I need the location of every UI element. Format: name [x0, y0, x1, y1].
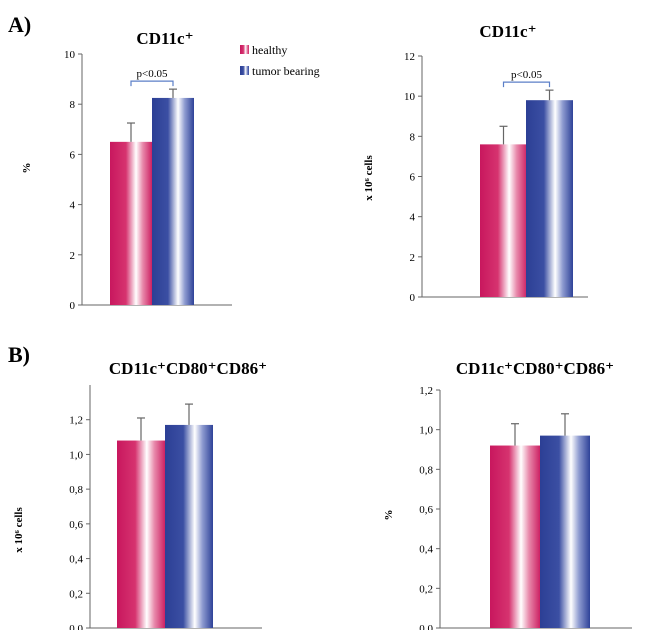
chart-4-ytick-label-6: 1,2	[419, 385, 433, 397]
chart-4-bar-tumor-bearing	[540, 435, 590, 628]
chart-2-ylabel: x 10⁶ cells	[363, 155, 375, 201]
chart-3-bar-tumor-bearing	[165, 424, 213, 628]
chart-2-ytick-label-6: 12	[404, 51, 415, 63]
chart-2-ytick-label-2: 4	[410, 212, 416, 224]
chart-2-title: CD11c⁺	[479, 22, 536, 41]
chart-1-ytick-label-1: 2	[70, 250, 76, 262]
chart-1-ytick-label-3: 6	[70, 149, 76, 161]
panel-letter-a: A)	[8, 12, 31, 37]
chart-1-ytick-label-0: 0	[70, 300, 76, 312]
legend: healthy tumor bearing	[240, 43, 320, 78]
chart-1-sig-bracket	[130, 80, 174, 87]
chart-3-ytick-label-5: 1,0	[69, 449, 83, 461]
chart-2-ytick-label-0: 0	[410, 292, 416, 304]
chart-3-ytick-label-6: 1,2	[69, 415, 83, 427]
legend-label-healthy: healthy	[252, 43, 287, 57]
chart-3-ylabel: x 10⁶ cells	[13, 507, 25, 553]
chart-2-bar-healthy	[480, 144, 527, 297]
panel-letter-b: B)	[8, 342, 30, 367]
chart-2-sig-label: p<0.05	[511, 69, 542, 81]
chart-2-bar-tumor-bearing	[526, 100, 573, 297]
chart-1-bar-tumor-bearing	[152, 97, 194, 305]
chart-4-title: CD11c⁺CD80⁺CD86⁺	[456, 359, 614, 378]
chart-1-ylabel: %	[21, 163, 33, 174]
chart-3-ytick-label-1: 0,2	[69, 588, 83, 600]
chart-3-title: CD11c⁺CD80⁺CD86⁺	[109, 359, 267, 378]
chart-3-ytick-label-3: 0,6	[69, 519, 83, 531]
chart-1-sig-label: p<0.05	[137, 68, 168, 80]
chart-1-ytick-label-5: 10	[64, 49, 76, 61]
chart-4-ytick-label-4: 0,8	[419, 464, 433, 476]
chart-3-bar-healthy	[117, 440, 165, 628]
legend-swatch-tumor-bearing	[240, 66, 249, 75]
chart-2-sig-bracket	[502, 81, 551, 88]
chart-2-ytick-label-1: 2	[410, 252, 416, 264]
chart-1-title: CD11c⁺	[136, 29, 193, 48]
chart-1-ytick-label-2: 4	[70, 200, 76, 212]
chart-4-bar-healthy	[490, 445, 540, 628]
chart-2-ytick-label-4: 8	[410, 131, 416, 143]
chart-4-ytick-label-0: 0,0	[419, 623, 433, 630]
chart-1-bar-healthy	[110, 141, 152, 305]
legend-label-tumor-bearing: tumor bearing	[252, 64, 320, 78]
chart-3-ytick-label-2: 0,4	[69, 554, 83, 566]
chart-4-ytick-label-2: 0,4	[419, 544, 433, 556]
chart-4-ytick-label-1: 0,2	[419, 583, 433, 595]
chart-4-ytick-label-5: 1,0	[419, 425, 433, 437]
chart-2-ytick-label-3: 6	[410, 172, 416, 184]
legend-swatch-healthy	[240, 45, 249, 54]
chart-4-ylabel: %	[383, 510, 395, 521]
chart-2-ytick-label-5: 10	[404, 91, 416, 103]
chart-1-ytick-label-4: 8	[70, 99, 76, 111]
chart-3-ytick-label-4: 0,8	[69, 484, 83, 496]
chart-4-ytick-label-3: 0,6	[419, 504, 433, 516]
chart-3-ytick-label-0: 0,0	[69, 623, 83, 630]
